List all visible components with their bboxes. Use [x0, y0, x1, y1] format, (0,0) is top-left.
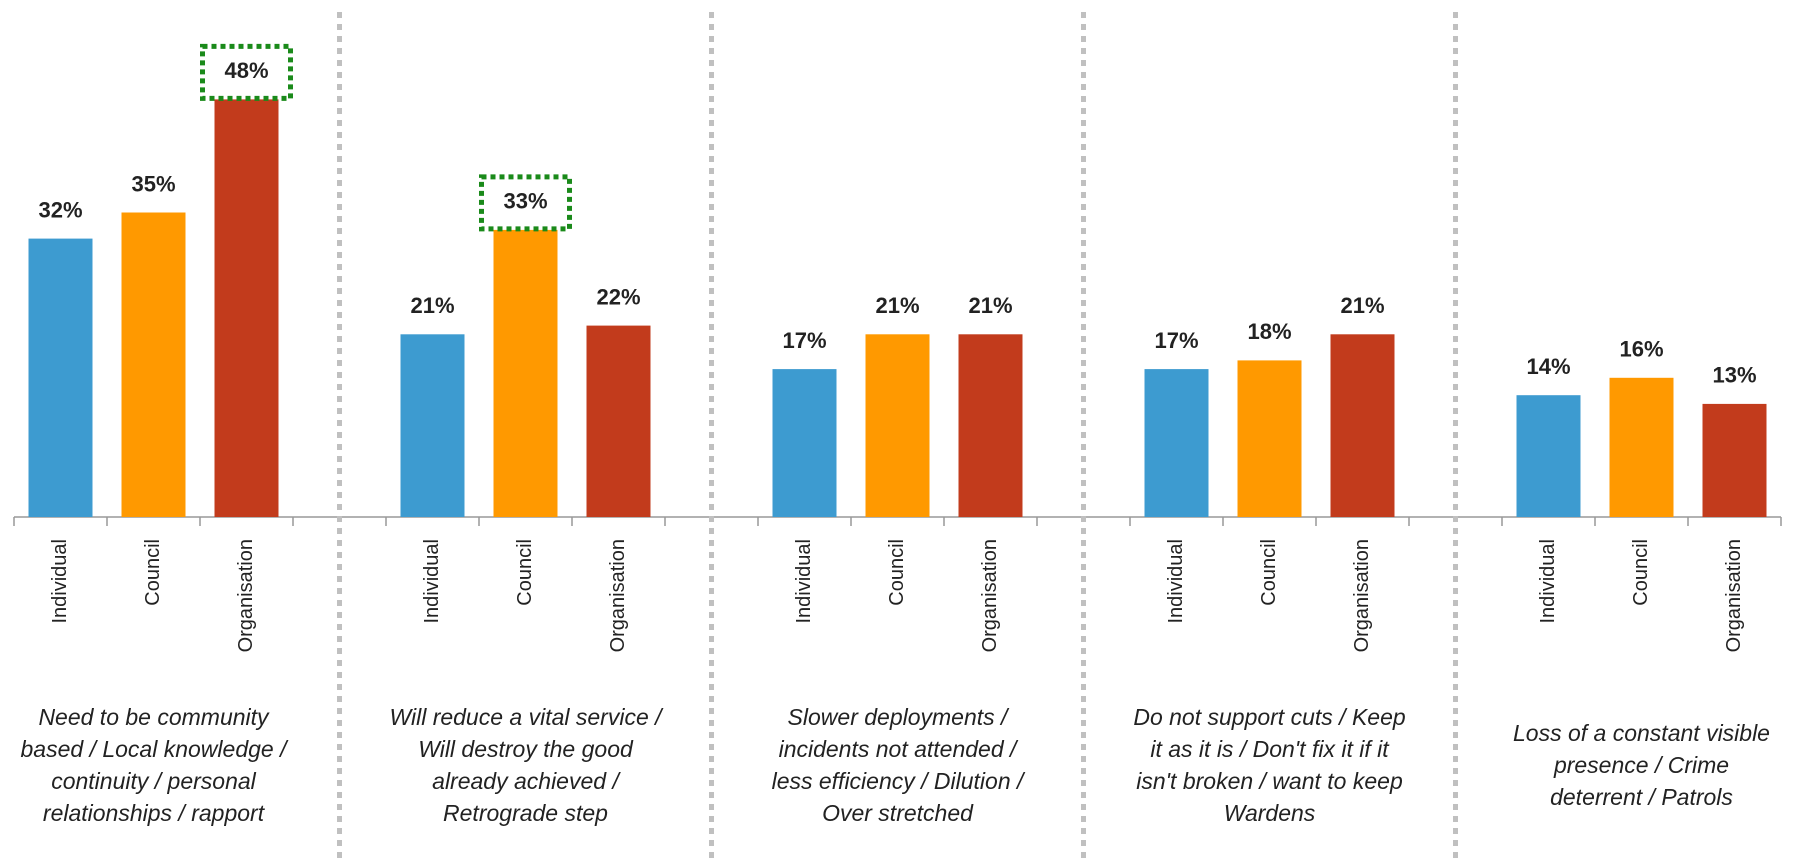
bar [1144, 369, 1209, 517]
bar [1330, 334, 1395, 517]
value-label: 18% [1247, 319, 1291, 344]
bar [400, 334, 465, 517]
group-label: based / Local knowledge / [21, 736, 290, 762]
value-label: 17% [1154, 328, 1198, 353]
category-label: Organisation [1723, 539, 1745, 652]
group-label: Will destroy the good [418, 736, 634, 762]
group-label: Need to be community [38, 704, 270, 730]
bar [1237, 360, 1302, 517]
value-label: 33% [503, 189, 547, 214]
group-label: incidents not attended / [779, 736, 1019, 762]
value-label: 21% [410, 293, 454, 318]
bar [1609, 377, 1674, 517]
category-label: Organisation [235, 539, 257, 652]
group-label: deterrent / Patrols [1550, 784, 1733, 810]
value-label: 21% [1340, 293, 1384, 318]
category-label: Organisation [1351, 539, 1373, 652]
group-label: already achieved / [432, 768, 621, 794]
category-label: Council [1258, 539, 1280, 606]
bar [1702, 403, 1767, 517]
value-label: 22% [596, 284, 640, 309]
value-label: 32% [38, 197, 82, 222]
category-label: Individual [793, 539, 815, 624]
group-label: presence / Crime [1553, 752, 1729, 778]
category-label: Council [514, 539, 536, 606]
value-label: 13% [1712, 363, 1756, 388]
category-label: Organisation [979, 539, 1001, 652]
category-label: Individual [49, 539, 71, 624]
category-label: Organisation [607, 539, 629, 652]
group-label: Do not support cuts / Keep [1133, 704, 1406, 730]
category-label: Individual [1165, 539, 1187, 624]
bar [214, 99, 279, 518]
group-label: continuity / personal [51, 768, 256, 794]
bar [586, 325, 651, 517]
group-label: less efficiency / Dilution / [772, 768, 1026, 794]
group-label: isn't broken / want to keep [1136, 768, 1403, 794]
value-label: 16% [1619, 337, 1663, 362]
value-label: 48% [224, 58, 268, 83]
category-label: Individual [421, 539, 443, 624]
value-label: 35% [131, 171, 175, 196]
value-label: 21% [968, 293, 1012, 318]
highlight-box [479, 174, 572, 232]
category-label: Council [886, 539, 908, 606]
group-label: Slower deployments / [788, 704, 1010, 730]
bar [865, 334, 930, 517]
bar [958, 334, 1023, 517]
group-label: Over stretched [822, 800, 974, 826]
category-label: Individual [1537, 539, 1559, 624]
highlight-box [200, 43, 293, 101]
bar [772, 369, 837, 517]
group-label: Retrograde step [443, 800, 608, 826]
category-label: Council [142, 539, 164, 606]
group-label: Loss of a constant visible [1513, 720, 1770, 746]
group-label: Will reduce a vital service / [389, 704, 664, 730]
value-label: 21% [875, 293, 919, 318]
group-label: relationships / rapport [43, 800, 266, 826]
group-label: Wardens [1224, 800, 1316, 826]
bar [493, 229, 558, 517]
bar [1516, 395, 1581, 517]
bar [121, 212, 186, 517]
value-label: 17% [782, 328, 826, 353]
bar [28, 238, 93, 517]
category-label: Council [1630, 539, 1652, 606]
value-label: 14% [1526, 354, 1570, 379]
group-label: it as it is / Don't fix it if it [1150, 736, 1390, 762]
